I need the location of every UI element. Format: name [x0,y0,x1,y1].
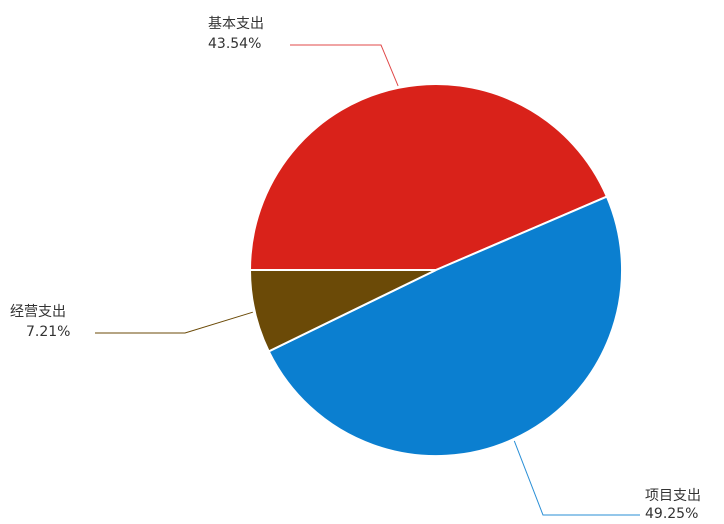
label-percent-经营支出: 7.21% [26,324,70,340]
slice-项目支出 [267,195,624,458]
leader-line-基本支出 [290,44,399,87]
label-name-基本支出: 基本支出 [208,15,264,32]
slice-基本支出 [248,83,609,271]
label-percent-基本支出: 43.54% [208,36,261,52]
label-percent-项目支出: 49.25% [645,506,698,522]
slice-经营支出 [248,269,437,353]
label-name-项目支出: 项目支出 [645,488,701,504]
leader-line-项目支出 [513,440,640,516]
leader-lines [95,44,640,516]
label-name-经营支出: 经营支出 [10,304,66,320]
leader-line-经营支出 [95,311,253,334]
pie-slices [248,83,624,458]
